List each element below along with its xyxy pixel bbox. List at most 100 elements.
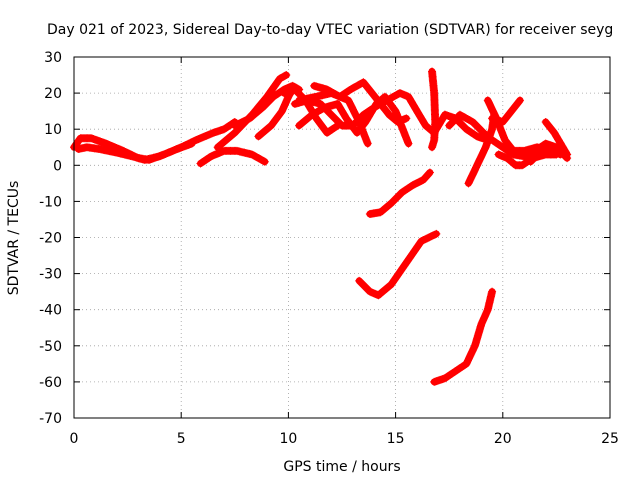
- series-arc-11: [295, 89, 372, 148]
- data-point-marker: [455, 110, 464, 119]
- data-point-marker: [464, 126, 473, 135]
- data-point-marker: [271, 91, 280, 100]
- data-point-marker: [536, 147, 545, 156]
- y-tick-label: -60: [39, 375, 62, 391]
- series-arc-20: [488, 96, 524, 126]
- data-point-marker: [269, 92, 278, 101]
- x-tick-label: 5: [177, 431, 186, 447]
- data-point-marker: [461, 113, 470, 122]
- x-tick-label: 25: [601, 431, 619, 447]
- data-point-marker: [317, 105, 326, 114]
- data-point-marker: [519, 160, 528, 169]
- data-point-marker: [444, 372, 453, 381]
- data-point-marker: [199, 157, 208, 166]
- data-point-marker: [463, 125, 472, 134]
- data-point-marker: [452, 366, 461, 375]
- tick-layer: 0 5 10 15 20 25 -70 -60 -50 -40 -30 -20 -10 0 10 20 30: [39, 50, 619, 447]
- series-arc-13: [365, 168, 434, 219]
- data-point-marker: [198, 158, 207, 167]
- data-point-marker: [407, 181, 416, 190]
- data-point-marker: [497, 142, 506, 151]
- series-layer: [70, 67, 572, 386]
- data-point-marker: [466, 128, 475, 137]
- data-point-marker: [368, 106, 377, 115]
- data-point-marker: [200, 156, 209, 165]
- data-point-marker: [327, 125, 336, 134]
- data-point-marker: [446, 370, 455, 379]
- data-point-marker: [363, 139, 372, 148]
- data-point-marker: [272, 90, 281, 99]
- data-point-marker: [492, 138, 501, 147]
- data-point-marker: [494, 140, 503, 149]
- data-point-marker: [316, 105, 325, 114]
- data-point-marker: [350, 83, 359, 92]
- data-point-marker: [362, 115, 371, 124]
- data-point-marker: [253, 153, 262, 162]
- data-point-marker: [389, 92, 398, 101]
- data-point-marker: [515, 96, 524, 105]
- data-point-marker: [259, 157, 268, 166]
- data-point-marker: [399, 187, 408, 196]
- data-point-marker: [440, 374, 449, 383]
- data-point-marker: [260, 157, 269, 166]
- data-point-marker: [495, 141, 504, 150]
- y-tick-label: 0: [53, 158, 62, 174]
- data-point-marker: [415, 177, 424, 186]
- data-point-marker: [455, 364, 464, 373]
- data-point-marker: [454, 364, 463, 373]
- data-point-marker: [223, 123, 232, 132]
- data-point-marker: [408, 181, 417, 190]
- data-point-marker: [409, 180, 418, 189]
- data-point-marker: [369, 105, 378, 114]
- x-tick-label: 20: [494, 431, 512, 447]
- data-point-marker: [448, 369, 457, 378]
- data-point-marker: [364, 112, 373, 121]
- data-point-marker: [488, 287, 497, 296]
- data-point-marker: [445, 371, 454, 380]
- data-point-marker: [390, 105, 399, 114]
- data-point-marker: [558, 142, 567, 151]
- data-point-marker: [252, 152, 261, 161]
- data-point-marker: [411, 179, 420, 188]
- series-arc-7: [280, 85, 342, 137]
- y-tick-label: -20: [39, 231, 62, 247]
- data-point-marker: [277, 73, 286, 82]
- data-point-marker: [401, 186, 410, 195]
- data-point-marker: [403, 184, 412, 193]
- x-tick-label: 15: [387, 431, 405, 447]
- data-point-marker: [270, 91, 279, 100]
- data-point-marker: [365, 110, 374, 119]
- data-point-marker: [353, 81, 362, 90]
- data-point-marker: [273, 89, 282, 98]
- data-point-marker: [391, 91, 400, 100]
- data-point-marker: [224, 122, 233, 131]
- data-point-marker: [311, 108, 320, 117]
- y-tick-label: -30: [39, 267, 62, 283]
- data-point-marker: [450, 367, 459, 376]
- data-point-marker: [281, 71, 290, 80]
- data-point-marker: [277, 108, 286, 117]
- data-point-marker: [306, 104, 315, 113]
- data-point-marker: [255, 154, 264, 163]
- y-tick-label: -70: [39, 411, 62, 427]
- data-point-marker: [402, 114, 411, 123]
- data-point-marker: [563, 150, 572, 159]
- data-point-marker: [443, 372, 452, 381]
- data-point-marker: [406, 182, 415, 191]
- series-arc-14: [428, 67, 440, 152]
- data-point-marker: [416, 177, 425, 186]
- data-point-marker: [367, 108, 376, 117]
- data-point-marker: [425, 169, 434, 178]
- data-point-marker: [349, 83, 358, 92]
- y-axis-title: SDTVAR / TECUs: [6, 181, 22, 296]
- data-point-marker: [469, 130, 478, 139]
- data-point-marker: [251, 152, 260, 161]
- y-tick-label: -50: [39, 339, 62, 355]
- data-point-marker: [462, 125, 471, 134]
- data-point-marker: [322, 128, 331, 137]
- data-point-marker: [431, 230, 440, 239]
- series-arc-17: [440, 110, 492, 145]
- data-point-marker: [460, 113, 469, 122]
- data-point-marker: [205, 153, 214, 162]
